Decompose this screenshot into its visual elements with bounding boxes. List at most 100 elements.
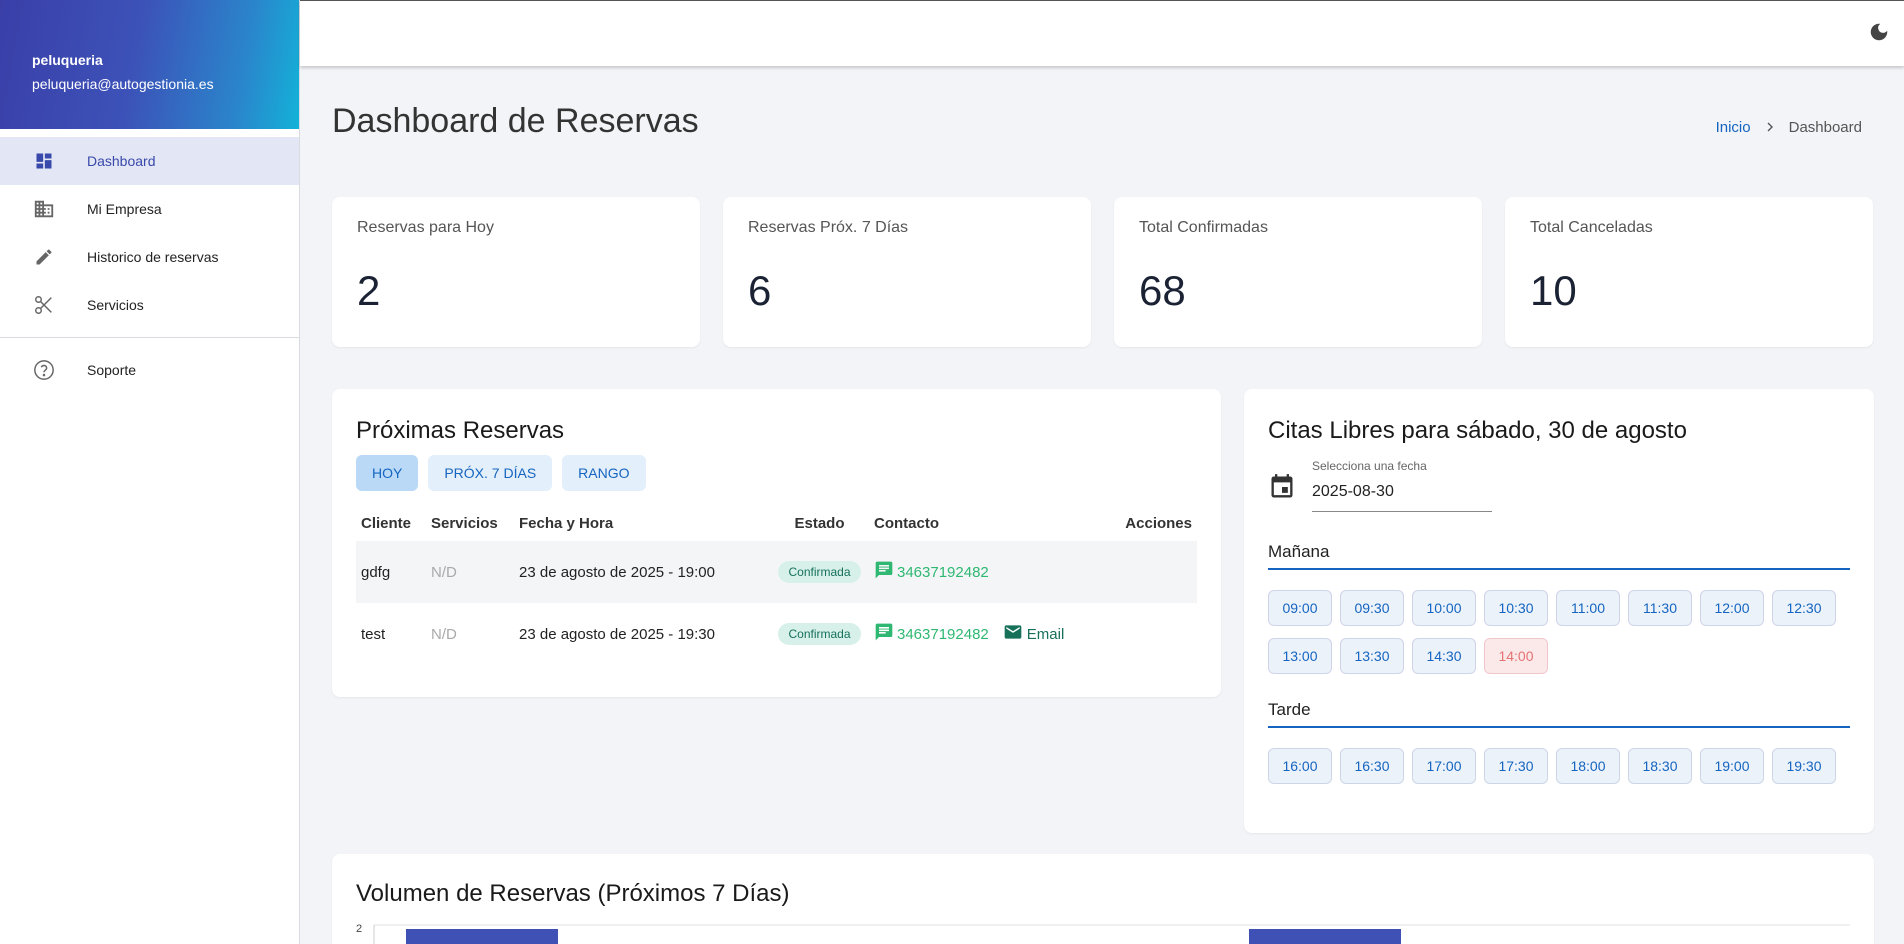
help-circle-icon — [32, 358, 56, 382]
time-slot-button[interactable]: 14:00 — [1484, 638, 1548, 674]
sidebar-item-historico[interactable]: Historico de reservas — [0, 233, 299, 281]
theme-toggle-button[interactable] — [1866, 21, 1892, 47]
email-label: Email — [1026, 625, 1065, 643]
afternoon-section-heading: Tarde — [1268, 700, 1850, 728]
sidebar-item-label: Soporte — [87, 362, 137, 378]
card-title: Citas Libres para sábado, 30 de agosto — [1268, 417, 1687, 444]
stat-label: Reservas Próx. 7 Días — [748, 219, 909, 236]
filter-today-button[interactable]: HOY — [356, 455, 419, 491]
column-header[interactable]: Servicios — [431, 514, 498, 532]
time-slot-button[interactable]: 19:30 — [1772, 748, 1836, 784]
sidebar-item-label: Historico de reservas — [87, 249, 219, 265]
chart-bar — [406, 929, 558, 944]
whatsapp-link[interactable]: 34637192482 — [874, 560, 989, 584]
time-slot-button[interactable]: 12:30 — [1772, 590, 1836, 626]
email-link[interactable]: Email — [1003, 622, 1065, 646]
cell-fecha: 23 de agosto de 2025 - 19:30 — [519, 625, 715, 643]
morning-section-heading: Mañana — [1268, 542, 1850, 570]
phone-number: 34637192482 — [897, 625, 989, 643]
envelope-icon — [1003, 622, 1023, 646]
table-row: gdfg N/D 23 de agosto de 2025 - 19:00 Co… — [356, 541, 1197, 603]
user-name: peluqueria — [32, 52, 103, 68]
time-slot-button[interactable]: 17:00 — [1412, 748, 1476, 784]
stat-card-today: Reservas para Hoy 2 — [332, 197, 700, 347]
volume-chart: 2 — [356, 922, 1850, 944]
afternoon-slots: 16:00 16:30 17:00 17:30 18:00 18:30 19:00 19:30 — [1268, 748, 1848, 784]
time-slot-button[interactable]: 11:00 — [1556, 590, 1620, 626]
time-slot-button[interactable]: 18:30 — [1628, 748, 1692, 784]
stat-card-next-7-days: Reservas Próx. 7 Días 6 — [723, 197, 1091, 347]
sidebar-item-mi-empresa[interactable]: Mi Empresa — [0, 185, 299, 233]
building-icon — [32, 197, 56, 221]
cell-servicios: N/D — [426, 541, 514, 603]
date-picker-field: Selecciona una fecha 2025-08-30 — [1268, 459, 1850, 512]
time-slot-button[interactable]: 13:30 — [1340, 638, 1404, 674]
stat-label: Total Canceladas — [1530, 219, 1653, 236]
time-slot-button[interactable]: 10:00 — [1412, 590, 1476, 626]
column-header[interactable]: Fecha y Hora — [519, 514, 614, 532]
stat-value: 6 — [748, 267, 772, 314]
reservations-table: Cliente Servicios Fecha y Hora Estado Co… — [356, 505, 1197, 665]
date-input-label: Selecciona una fecha — [1312, 459, 1427, 473]
stat-value: 10 — [1530, 267, 1577, 314]
cell-acciones — [1106, 603, 1197, 665]
time-slot-button[interactable]: 19:00 — [1700, 748, 1764, 784]
time-slot-button[interactable]: 14:30 — [1412, 638, 1476, 674]
time-slot-button[interactable]: 16:30 — [1340, 748, 1404, 784]
table-row: test N/D 23 de agosto de 2025 - 19:30 Co… — [356, 603, 1197, 665]
time-slot-button[interactable]: 16:00 — [1268, 748, 1332, 784]
volume-chart-card: Volumen de Reservas (Próximos 7 Días) 2 — [332, 854, 1874, 944]
time-slot-button[interactable]: 13:00 — [1268, 638, 1332, 674]
column-header[interactable]: Contacto — [874, 514, 939, 532]
sidebar-item-dashboard[interactable]: Dashboard — [0, 137, 299, 185]
date-input-value[interactable]: 2025-08-30 — [1312, 483, 1394, 500]
chevron-right-icon — [1765, 119, 1775, 136]
free-slots-card: Citas Libres para sábado, 30 de agosto S… — [1244, 389, 1874, 833]
filter-next-7-days-button[interactable]: PRÓX. 7 DÍAS — [428, 455, 553, 491]
time-slot-button[interactable]: 11:30 — [1628, 590, 1692, 626]
stat-label: Total Confirmadas — [1139, 219, 1268, 236]
sidebar: peluqueria peluqueria@autogestionia.es D… — [0, 0, 300, 944]
card-title: Próximas Reservas — [356, 417, 565, 444]
volume-chart-svg: 2 — [356, 923, 1850, 944]
column-header[interactable]: Estado — [794, 514, 845, 532]
time-slot-button[interactable]: 18:00 — [1556, 748, 1620, 784]
message-icon — [874, 622, 894, 646]
time-slot-button[interactable]: 10:30 — [1484, 590, 1548, 626]
time-slot-button[interactable]: 09:00 — [1268, 590, 1332, 626]
chart-bar — [1249, 929, 1401, 944]
stat-label: Reservas para Hoy — [357, 219, 494, 236]
sidebar-item-servicios[interactable]: Servicios — [0, 281, 299, 329]
dashboard-icon — [32, 149, 56, 173]
cell-servicios: N/D — [431, 625, 457, 643]
upcoming-reservations-card: Próximas Reservas HOY PRÓX. 7 DÍAS RANGO… — [332, 389, 1221, 697]
filter-range-button[interactable]: RANGO — [562, 455, 646, 491]
column-header[interactable]: Cliente — [361, 514, 412, 532]
page-title: Dashboard de Reservas — [332, 102, 699, 140]
sidebar-nav: Dashboard Mi Empresa Historico de reserv… — [0, 129, 299, 394]
sidebar-item-label: Servicios — [87, 297, 144, 313]
breadcrumb: Inicio Dashboard — [1716, 119, 1862, 136]
reservation-filters: HOY PRÓX. 7 DÍAS RANGO — [356, 455, 1197, 491]
breadcrumb-home-link[interactable]: Inicio — [1715, 119, 1751, 136]
time-slot-button[interactable]: 09:30 — [1340, 590, 1404, 626]
calendar-icon[interactable] — [1268, 473, 1296, 501]
sidebar-item-soporte[interactable]: Soporte — [0, 346, 299, 394]
time-slot-button[interactable]: 12:00 — [1700, 590, 1764, 626]
nav-divider — [0, 337, 299, 338]
cell-fecha: 23 de agosto de 2025 - 19:00 — [514, 541, 770, 603]
cell-cliente: test — [361, 625, 386, 643]
whatsapp-link[interactable]: 34637192482 — [874, 622, 989, 646]
date-input[interactable]: Selecciona una fecha 2025-08-30 — [1312, 459, 1492, 512]
top-bar — [300, 0, 1904, 66]
morning-slots: 09:00 09:30 10:00 10:30 11:00 11:30 12:00 12:30… — [1268, 590, 1848, 674]
pencil-icon — [32, 245, 56, 269]
time-slot-button[interactable]: 17:30 — [1484, 748, 1548, 784]
status-badge: Confirmada — [778, 561, 861, 583]
sidebar-item-label: Mi Empresa — [87, 201, 162, 217]
y-axis-max-label: 2 — [356, 923, 362, 935]
stat-value: 68 — [1139, 267, 1186, 314]
moon-icon — [1868, 21, 1890, 48]
message-icon — [874, 560, 894, 584]
column-header[interactable]: Acciones — [1125, 514, 1192, 532]
